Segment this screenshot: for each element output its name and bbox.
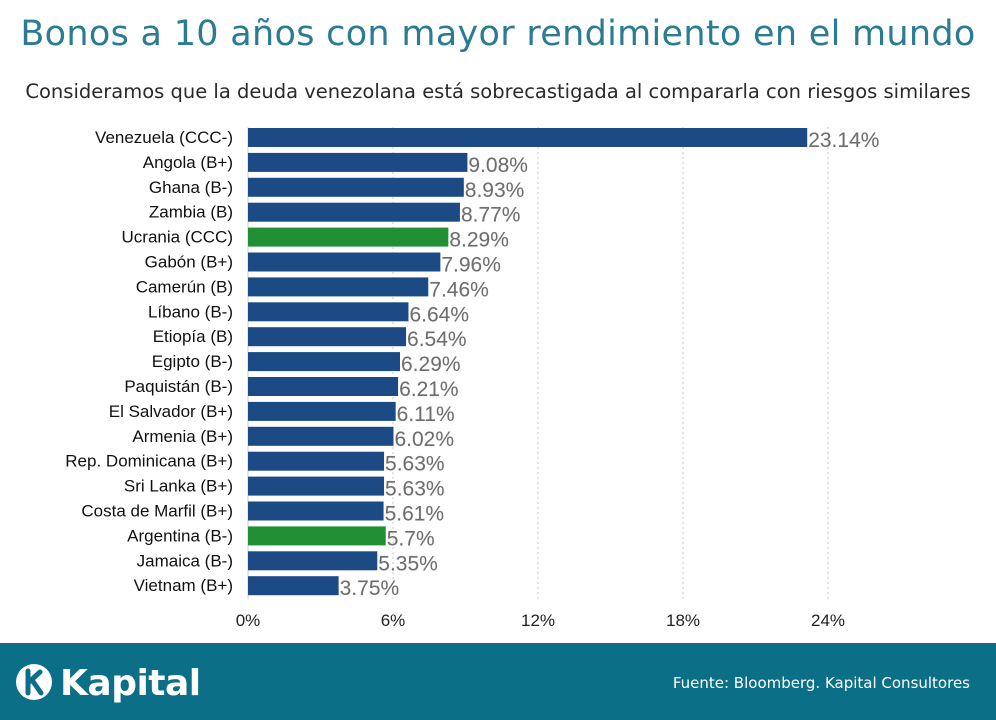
value-labels: 23.14% 9.08%8.93%8.77%8.29%7.96%7.46%6.64… [339, 129, 880, 601]
bar [248, 451, 385, 471]
value-label: 6.64% [409, 303, 469, 326]
bar [248, 177, 464, 197]
value-label: 8.77% [461, 204, 521, 227]
chart-subtitle: Consideramos que la deuda venezolana est… [25, 80, 971, 103]
bar [248, 277, 429, 297]
category-label: Costa de Marfil (B+) [81, 502, 233, 521]
value-label: 7.46% [429, 278, 489, 301]
value-label: 7.96% [441, 254, 501, 277]
category-label: Rep. Dominicana (B+) [65, 452, 233, 471]
footer-bar: Kapital Fuente: Bloomberg. Kapital Consu… [0, 643, 996, 720]
value-label: 6.11% [397, 403, 455, 426]
value-label: 9.08% [468, 154, 528, 177]
x-axis-ticks: 0% 6% 12% 18% 24% [236, 611, 845, 630]
bar [248, 202, 460, 222]
category-label: El Salvador (B+) [109, 402, 233, 421]
x-tick-label: 18% [666, 611, 700, 630]
category-label: Jamaica (B-) [137, 551, 233, 570]
bar [248, 152, 468, 172]
value-label: 8.29% [449, 229, 509, 252]
category-label: Gabón (B+) [145, 253, 233, 272]
category-label: Armenia (B+) [132, 427, 233, 446]
value-label: 5.61% [385, 503, 445, 526]
bar [248, 227, 449, 247]
value-label: 5.35% [378, 552, 438, 575]
bar [248, 128, 808, 147]
brand-name: Kapital [60, 663, 201, 704]
category-label: Sri Lanka (B+) [124, 477, 233, 496]
value-label: 3.75% [340, 577, 400, 600]
value-label: 6.29% [401, 353, 461, 376]
x-tick-label: 24% [811, 611, 845, 630]
x-tick-label: 6% [381, 611, 406, 630]
x-tick-label: 0% [236, 611, 261, 630]
value-label: 8.93% [465, 179, 525, 202]
category-label: Camerún (B) [136, 277, 233, 296]
x-tick-label: 12% [521, 611, 555, 630]
category-label: Zambia (B) [149, 203, 233, 222]
bar [248, 526, 386, 546]
category-label: Argentina (B-) [127, 526, 233, 545]
value-label: 5.63% [385, 478, 445, 501]
bar [248, 401, 396, 421]
bar [248, 377, 399, 396]
category-label: Egipto (B-) [152, 352, 233, 371]
bar-chart: Venezuela (CCC-) Angola (B+) Ghana (B-) Zam… [65, 127, 880, 630]
category-label: Angola (B+) [143, 153, 233, 172]
bar [248, 501, 384, 521]
category-label: Paquistán (B-) [124, 377, 233, 396]
k-logo-icon [14, 662, 54, 707]
source-note: Fuente: Bloomberg. Kapital Consultores [672, 674, 970, 692]
bars [248, 128, 808, 596]
category-label: Ucrania (CCC) [122, 228, 233, 247]
bar [248, 252, 441, 272]
value-label: 5.7% [387, 527, 435, 550]
value-label: 6.21% [399, 378, 459, 401]
bar [248, 551, 378, 571]
bar [248, 352, 401, 372]
category-label: Vietnam (B+) [134, 576, 233, 595]
category-label: Ghana (B-) [149, 178, 233, 197]
category-label: Líbano (B-) [148, 302, 233, 321]
bar [248, 476, 385, 496]
chart-title: Bonos a 10 años con mayor rendimiento en… [20, 14, 976, 54]
category-label: Venezuela (CCC-) [95, 128, 233, 147]
category-label: Etiopía (B) [153, 327, 233, 346]
bar [248, 327, 407, 347]
category-labels: Venezuela (CCC-) Angola (B+) Ghana (B-) Zam… [65, 128, 233, 595]
value-label: 5.63% [385, 453, 445, 476]
bar [248, 576, 339, 596]
bar [248, 426, 394, 446]
value-label: 6.02% [394, 428, 454, 451]
value-label: 23.14% [808, 129, 879, 152]
value-label: 6.54% [407, 328, 467, 351]
bar [248, 302, 409, 322]
